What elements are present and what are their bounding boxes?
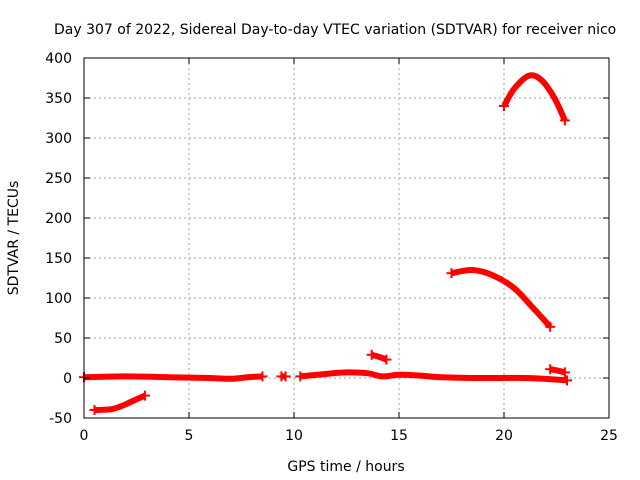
x-tick-label: 20 [495, 428, 513, 444]
y-tick-label: 250 [45, 171, 72, 187]
x-tick-label: 25 [600, 428, 618, 444]
y-tick-label: 50 [54, 331, 72, 347]
y-tick-label: 200 [45, 211, 72, 227]
y-tick-label: 300 [45, 131, 72, 147]
y-tick-label: 150 [45, 251, 72, 267]
x-tick-label: 15 [390, 428, 408, 444]
grid [84, 58, 609, 418]
plot-frame [83, 57, 610, 419]
chart-title: Day 307 of 2022, Sidereal Day-to-day VTE… [54, 22, 616, 38]
series-segment-2 [300, 369, 568, 384]
y-axis-label: SDTVAR / TECUs [6, 181, 22, 296]
y-tick-label: 400 [45, 51, 72, 67]
series-segment-5 [450, 266, 553, 329]
series-segment-6 [501, 72, 568, 122]
y-tick-label: -50 [49, 411, 72, 427]
y-tick-label: 0 [63, 371, 72, 387]
x-axis-label: GPS time / hours [287, 459, 404, 475]
y-tick-label: 100 [45, 291, 72, 307]
tick-labels: 0 5 10 15 20 25 -50 0 50 100 150 200 250 300 350 400 [45, 51, 618, 444]
x-tick-label: 10 [285, 428, 303, 444]
series-layer [79, 72, 572, 415]
series-segment-3 [94, 392, 147, 413]
y-tick-label: 350 [45, 91, 72, 107]
series-segment-0 [83, 373, 263, 382]
ticks [83, 57, 610, 419]
x-tick-label: 5 [185, 428, 194, 444]
x-tick-label: 0 [80, 428, 89, 444]
